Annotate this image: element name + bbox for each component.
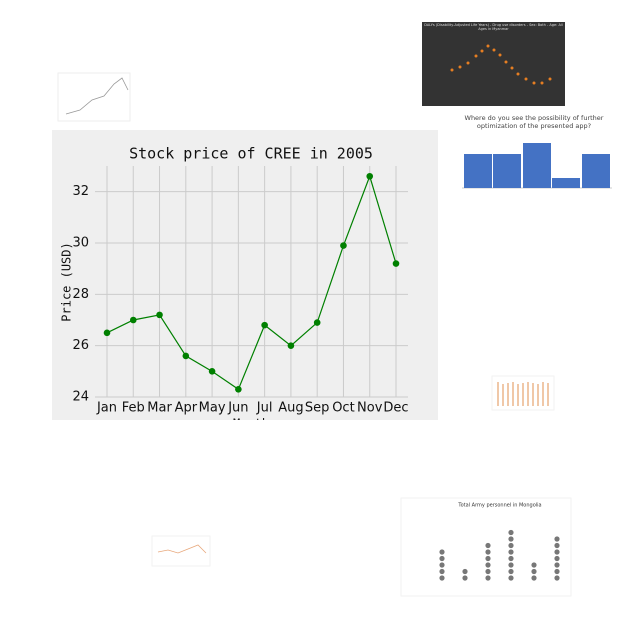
thumb-dot (508, 555, 514, 562)
thumb-survey: Where do you see the possibility of furt… (462, 114, 612, 189)
x-tick-label: Oct (332, 401, 354, 416)
thumb-dot (554, 568, 560, 575)
thumb-dot (531, 575, 537, 581)
thumb-dot (439, 575, 445, 581)
thumb-dot (554, 536, 560, 542)
point (366, 172, 374, 180)
x-tick-label: Nov (357, 401, 383, 416)
thumb-dot (485, 549, 491, 555)
thumb-dot (439, 555, 445, 562)
thumb-dot (462, 568, 468, 575)
thumb-dot (485, 542, 491, 549)
thumb-dot (439, 549, 445, 555)
point (182, 352, 190, 360)
x-tick-label: May (199, 401, 226, 416)
thumb-dot (439, 562, 445, 568)
y-axis-label: Price (USD) (60, 242, 74, 321)
thumb-dot (531, 562, 537, 568)
y-tick-label: 28 (72, 287, 89, 302)
y-tick-label: 24 (72, 390, 89, 405)
thumb-dot (508, 536, 514, 542)
thumb-title: Total Army personnel in Mongolia (457, 503, 541, 509)
thumb-dot (554, 542, 560, 549)
point (261, 321, 268, 329)
thumb-dot (485, 555, 491, 562)
thumb-tiny-line (151, 535, 211, 567)
point (129, 316, 137, 324)
thumb-army: Total Army personnel in Mongolia (400, 497, 572, 597)
thumb-dot (485, 562, 491, 568)
point (313, 319, 321, 326)
point (287, 342, 295, 349)
thumb-bars (491, 375, 555, 411)
chart-title: Stock price of CREE in 2005 (129, 145, 373, 163)
thumb-dot (439, 568, 445, 575)
thumb-dot (531, 568, 537, 575)
thumb-dalys: DALYs (Disability-Adjusted Life Years) -… (422, 22, 565, 106)
thumb-dot (508, 549, 514, 555)
x-tick-label: Aug (278, 401, 303, 416)
point (156, 311, 163, 319)
x-tick-label: Apr (175, 401, 198, 416)
main-chart: Stock price of CREE in 2005 Price (USD) … (60, 145, 409, 431)
thumb-title: DALYs (Disability-Adjusted Life Years) -… (424, 23, 563, 31)
y-tick-label: 30 (72, 236, 89, 251)
point (340, 242, 347, 249)
thumb-dot (508, 562, 514, 568)
thumb-dot (508, 575, 514, 581)
thumb-dot (462, 575, 468, 581)
x-tick-label: Jan (96, 401, 117, 416)
y-tick-label: 32 (72, 184, 89, 199)
x-axis-label: Month (233, 417, 269, 431)
thumb-small-line (57, 72, 131, 122)
figure-background (52, 130, 438, 420)
point (235, 386, 242, 393)
x-tick-label: Jun (227, 401, 248, 416)
x-tick-label: Sep (305, 401, 330, 416)
thumb-dot (554, 555, 560, 562)
thumb-dot (485, 568, 491, 575)
thumb-dot (485, 575, 491, 581)
line (106, 174, 397, 391)
thumb-dot (554, 562, 560, 568)
thumb-dot (508, 542, 514, 549)
y-tick-label: 26 (72, 338, 89, 353)
x-tick-label: Feb (122, 401, 145, 416)
x-tick-label: Dec (383, 401, 408, 416)
point (392, 260, 400, 267)
point (208, 368, 216, 375)
point (103, 329, 111, 337)
thumb-dot (554, 549, 560, 555)
thumb-title: Where do you see the possibility of furt… (464, 114, 604, 130)
x-tick-label: Mar (147, 401, 172, 416)
thumb-dot (508, 529, 514, 536)
thumb-dot (554, 575, 560, 581)
x-tick-label: Jul (256, 401, 273, 416)
thumb-dot (508, 568, 514, 575)
